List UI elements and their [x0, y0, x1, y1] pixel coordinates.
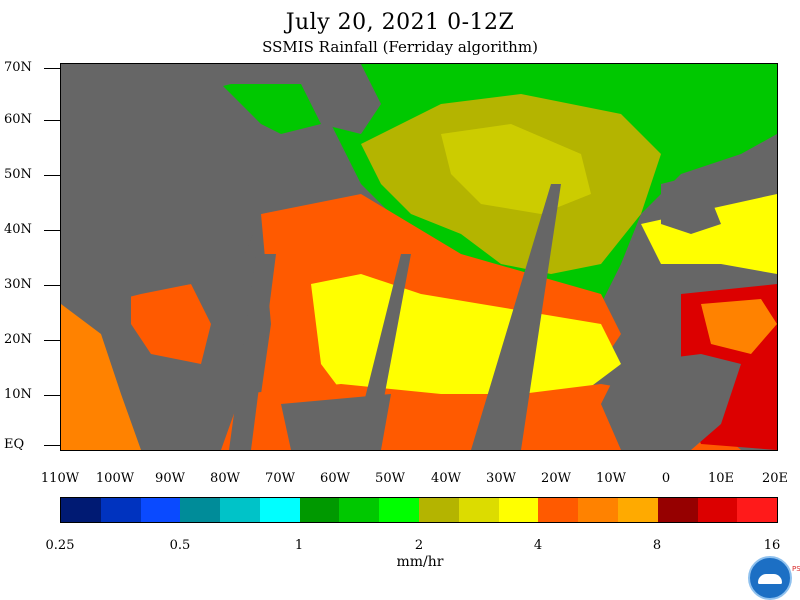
colorbar-swatch: [220, 498, 260, 522]
colorbar-label: 4: [533, 538, 543, 553]
orbit-gap-1: [229, 254, 276, 450]
lon-label: 50W: [375, 471, 405, 486]
colorbar-swatch: [61, 498, 101, 522]
lat-tick: [44, 395, 60, 396]
lat-label: 70N: [4, 60, 32, 75]
rain-area-europe: [641, 194, 777, 274]
rainfall-map: [60, 63, 778, 451]
lon-label: 10E: [707, 471, 735, 486]
lat-label: 60N: [4, 112, 32, 127]
units-label: mm/hr: [396, 554, 444, 570]
colorbar-swatch: [498, 498, 539, 522]
lon-label: 20W: [541, 471, 571, 486]
colorbar: [60, 497, 778, 523]
lat-tick: [44, 120, 60, 121]
colorbar-label: 0.25: [45, 538, 75, 553]
land-west-africa: [601, 354, 741, 450]
lon-label: 20E: [761, 471, 789, 486]
colorbar-swatch: [578, 498, 618, 522]
colorbar-label: 2: [414, 538, 424, 553]
noaa-logo-bird: [758, 574, 782, 584]
colorbar-swatch: [458, 498, 499, 522]
colorbar-label: 8: [652, 538, 662, 553]
lon-label: 70W: [265, 471, 295, 486]
colorbar-label: 0.5: [169, 538, 191, 553]
rain-area-gulf: [131, 284, 211, 364]
rain-area-sahel: [701, 299, 777, 354]
lat-tick: [44, 285, 60, 286]
land-greenland: [301, 64, 381, 134]
lat-tick: [44, 230, 60, 231]
lon-label: 90W: [155, 471, 185, 486]
colorbar-swatch: [140, 498, 181, 522]
lon-label: 80W: [210, 471, 240, 486]
lon-label: 110W: [40, 471, 80, 486]
lat-label: EQ: [4, 437, 25, 452]
colorbar-swatch: [538, 498, 579, 522]
colorbar-label: 1: [294, 538, 304, 553]
lon-label: 100W: [95, 471, 135, 486]
colorbar-swatch: [657, 498, 698, 522]
psl-logo-text: PSL: [792, 565, 800, 573]
noaa-logo: [748, 556, 792, 600]
map-canvas: [61, 64, 777, 450]
colorbar-swatch: [697, 498, 738, 522]
land-south-america: [281, 394, 391, 450]
lat-label: 10N: [4, 387, 32, 402]
lat-tick: [44, 340, 60, 341]
lon-label: 0: [661, 471, 671, 486]
colorbar-swatch: [299, 498, 340, 522]
lat-label: 20N: [4, 332, 32, 347]
orbit-gap-2: [361, 254, 411, 414]
lon-label: 60W: [320, 471, 350, 486]
lon-label: 30W: [486, 471, 516, 486]
lon-label: 10W: [596, 471, 626, 486]
lat-label: 50N: [4, 167, 32, 182]
colorbar-swatch: [180, 498, 221, 522]
map-title: July 20, 2021 0-12Z: [285, 10, 515, 35]
lat-tick: [44, 445, 60, 446]
rain-area-pacific: [61, 304, 141, 450]
lon-label: 40W: [431, 471, 461, 486]
lat-label: 30N: [4, 277, 32, 292]
colorbar-swatch: [617, 498, 658, 522]
map-subtitle: SSMIS Rainfall (Ferriday algorithm): [262, 38, 538, 56]
colorbar-swatch: [259, 498, 300, 522]
land-europe: [661, 174, 721, 234]
lat-label: 40N: [4, 222, 32, 237]
colorbar-swatch: [737, 498, 778, 522]
lat-tick: [44, 68, 60, 69]
land-central-america: [141, 364, 231, 450]
colorbar-swatch: [419, 498, 459, 522]
colorbar-swatch: [100, 498, 141, 522]
colorbar-swatch: [339, 498, 380, 522]
colorbar-swatch: [379, 498, 420, 522]
colorbar-label: 16: [763, 538, 781, 553]
lat-tick: [44, 175, 60, 176]
land-north-america: [61, 64, 321, 304]
orbit-gap-3: [471, 184, 561, 450]
